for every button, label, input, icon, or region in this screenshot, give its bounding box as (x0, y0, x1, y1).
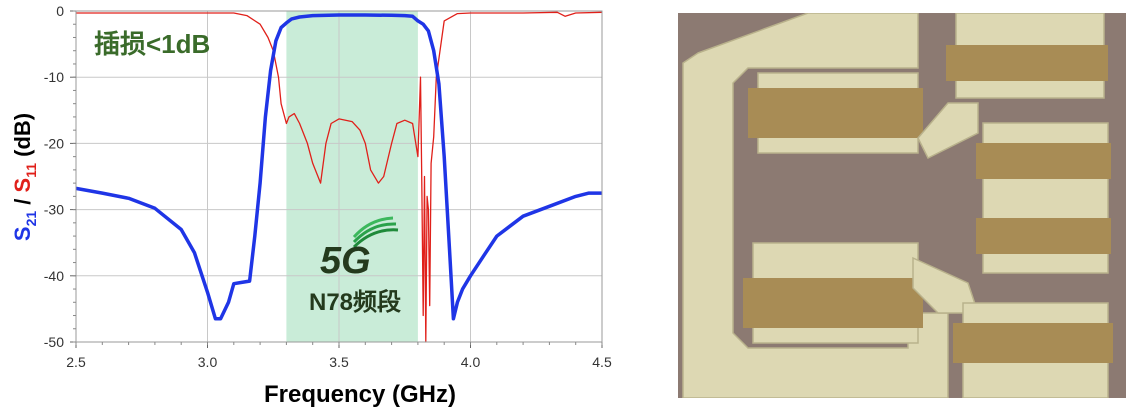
y-tick-label: -40 (44, 268, 64, 284)
micrograph-resonator-3 (976, 143, 1111, 179)
y-tick-label: -50 (44, 334, 64, 350)
y-title-s21-sub: 21 (23, 211, 39, 227)
micrograph-image (678, 13, 1126, 398)
series-line-s21 (75, 13, 602, 321)
micrograph-resonator-4 (976, 218, 1111, 254)
series-layer (75, 11, 603, 343)
n78-band-highlight (286, 11, 418, 342)
y-title-unit: (dB) (10, 113, 35, 163)
x-tick-label: 2.5 (66, 354, 86, 370)
micrograph-left-frame (682, 13, 949, 398)
y-tick-label: -30 (44, 202, 64, 218)
x-tick-label: 4.5 (592, 354, 612, 370)
5g-logo: 5G (320, 216, 399, 282)
5g-logo-wave-3 (352, 216, 394, 239)
y-axis-title: S21 / S11 (dB) (10, 113, 39, 241)
y-title-sep: / (10, 192, 35, 210)
micrograph-resonator-2 (946, 45, 1108, 81)
5g-logo-wave-1 (352, 228, 399, 249)
chart: 2.5 3.0 3.5 4.0 4.5 0 -10 -20 -30 -40 -50 Frequenc… (10, 3, 612, 408)
micrograph-resonator-6 (953, 323, 1113, 363)
y-title-s21: S (10, 226, 35, 241)
y-tick-label: 0 (56, 3, 64, 19)
y-title-s11: S (10, 178, 35, 193)
y-tick-label: -10 (44, 69, 64, 85)
ticks: 2.5 3.0 3.5 4.0 4.5 0 -10 -20 -30 -40 -50 (44, 3, 612, 370)
n78-band-label: N78频段 (309, 288, 401, 316)
x-tick-label: 3.0 (198, 354, 218, 370)
insertion-loss-annotation: 插损<1dB (94, 29, 210, 59)
x-tick-label: 4.0 (461, 354, 481, 370)
micrograph-resonator-1 (748, 88, 923, 138)
x-axis-title: Frequency (GHz) (264, 381, 456, 408)
micrograph-resonator-5 (743, 278, 923, 328)
5g-logo-wave-2 (352, 222, 397, 244)
y-title-s11-sub: 11 (23, 163, 39, 178)
x-tick-label: 3.5 (329, 354, 349, 370)
filter-micrograph (678, 13, 1126, 398)
micrograph-bridge-1 (917, 102, 979, 160)
y-tick-label: -20 (44, 135, 64, 151)
micrograph-bridge-2 (912, 256, 980, 314)
5g-logo-text: 5G (320, 240, 371, 282)
